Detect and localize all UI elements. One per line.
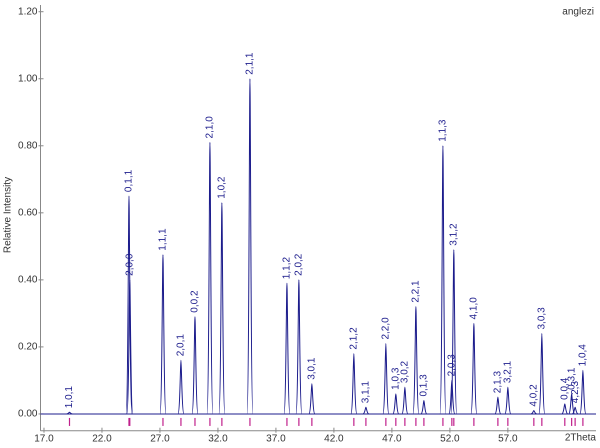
peak-label: 4,1,0 (469, 297, 480, 320)
peak (66, 411, 73, 415)
x-tick-label: 17.0 (34, 433, 54, 444)
peak-label: 4,2,3 (570, 381, 581, 404)
peak (126, 279, 134, 415)
peak (401, 386, 409, 415)
peak (450, 249, 458, 415)
peak-label: 2,0,2 (294, 253, 305, 276)
peak (392, 393, 400, 415)
chart-title: anglezi (562, 7, 594, 18)
peak-label: 0,1,3 (419, 374, 430, 397)
peak-label: 0,0,2 (190, 290, 201, 313)
peak-label: 1,0,1 (64, 386, 75, 409)
peak (470, 322, 478, 415)
x-tick-label: 22.0 (92, 433, 112, 444)
peak (246, 78, 254, 415)
peak (382, 343, 390, 415)
peak-label: 1,1,3 (438, 119, 449, 142)
y-tick-label: 0.00 (18, 409, 38, 420)
peak (420, 400, 428, 415)
x-tick-label: 42.0 (324, 433, 344, 444)
peak (191, 316, 199, 415)
peak (206, 141, 214, 415)
peak-label: 1,1,1 (158, 228, 169, 251)
peak-label: 1,0,3 (390, 367, 401, 390)
y-tick-label: 0.20 (18, 342, 38, 353)
peak-label: 4,0,2 (528, 384, 539, 407)
peak-label: 2,1,3 (493, 371, 504, 394)
peak-label: 0,1,1 (124, 169, 135, 192)
peak (125, 195, 133, 415)
y-tick-label: 1.00 (18, 73, 38, 84)
peak-label: 3,1,1 (361, 381, 372, 404)
peak (571, 406, 579, 415)
peak (494, 396, 502, 415)
peak (350, 353, 358, 415)
x-tick-label: 47.0 (382, 433, 402, 444)
peak (412, 306, 420, 415)
peak-label: 2,0,1 (176, 334, 187, 357)
y-tick-label: 0.40 (18, 275, 38, 286)
x-tick-label: 32.0 (208, 433, 228, 444)
peak-label: 0,3,1 (566, 367, 577, 390)
peak-label: 2,1,0 (205, 116, 216, 139)
peak-label: 1,1,2 (282, 257, 293, 280)
peak-label: 2,1,1 (245, 52, 256, 75)
peak-label: 3,1,2 (448, 223, 459, 246)
peak-label: 2,2,1 (411, 280, 422, 303)
peak (295, 279, 303, 415)
peak-label: 3,0,1 (307, 357, 318, 380)
peak (504, 386, 512, 415)
x-tick-label: 52.0 (440, 433, 460, 444)
peak (159, 254, 167, 415)
peak (362, 406, 370, 415)
peak-label: 3,2,1 (503, 360, 514, 383)
peak-label: 1,0,2 (217, 176, 228, 199)
peak (439, 145, 447, 415)
peak-label: 2,0,0 (124, 253, 135, 276)
peak (561, 403, 569, 415)
peak-label: 2,2,0 (381, 317, 392, 340)
x-tick-label: 27.0 (150, 433, 170, 444)
peak (530, 410, 537, 415)
y-tick-label: 0.60 (18, 207, 38, 218)
peak-label: 2,1,2 (348, 327, 359, 350)
peak (218, 202, 226, 415)
peak (538, 332, 546, 415)
x-axis-title: 2Theta (565, 433, 597, 444)
peak-label: 0,0,4 (559, 377, 570, 400)
peak (177, 359, 185, 415)
peak (579, 369, 587, 415)
peak (568, 393, 576, 415)
peak (308, 383, 316, 415)
x-tick-label: 57.0 (498, 433, 518, 444)
x-tick-label: 37.0 (266, 433, 286, 444)
y-tick-label: 0.80 (18, 140, 38, 151)
peak-label: 3,0,2 (400, 360, 411, 383)
peak-label: 1,0,4 (578, 344, 589, 367)
y-tick-label: 1.20 (18, 6, 38, 17)
y-axis-title: Relative Intensity (3, 177, 14, 253)
peak-label: 3,0,3 (536, 307, 547, 330)
peak (283, 282, 291, 415)
